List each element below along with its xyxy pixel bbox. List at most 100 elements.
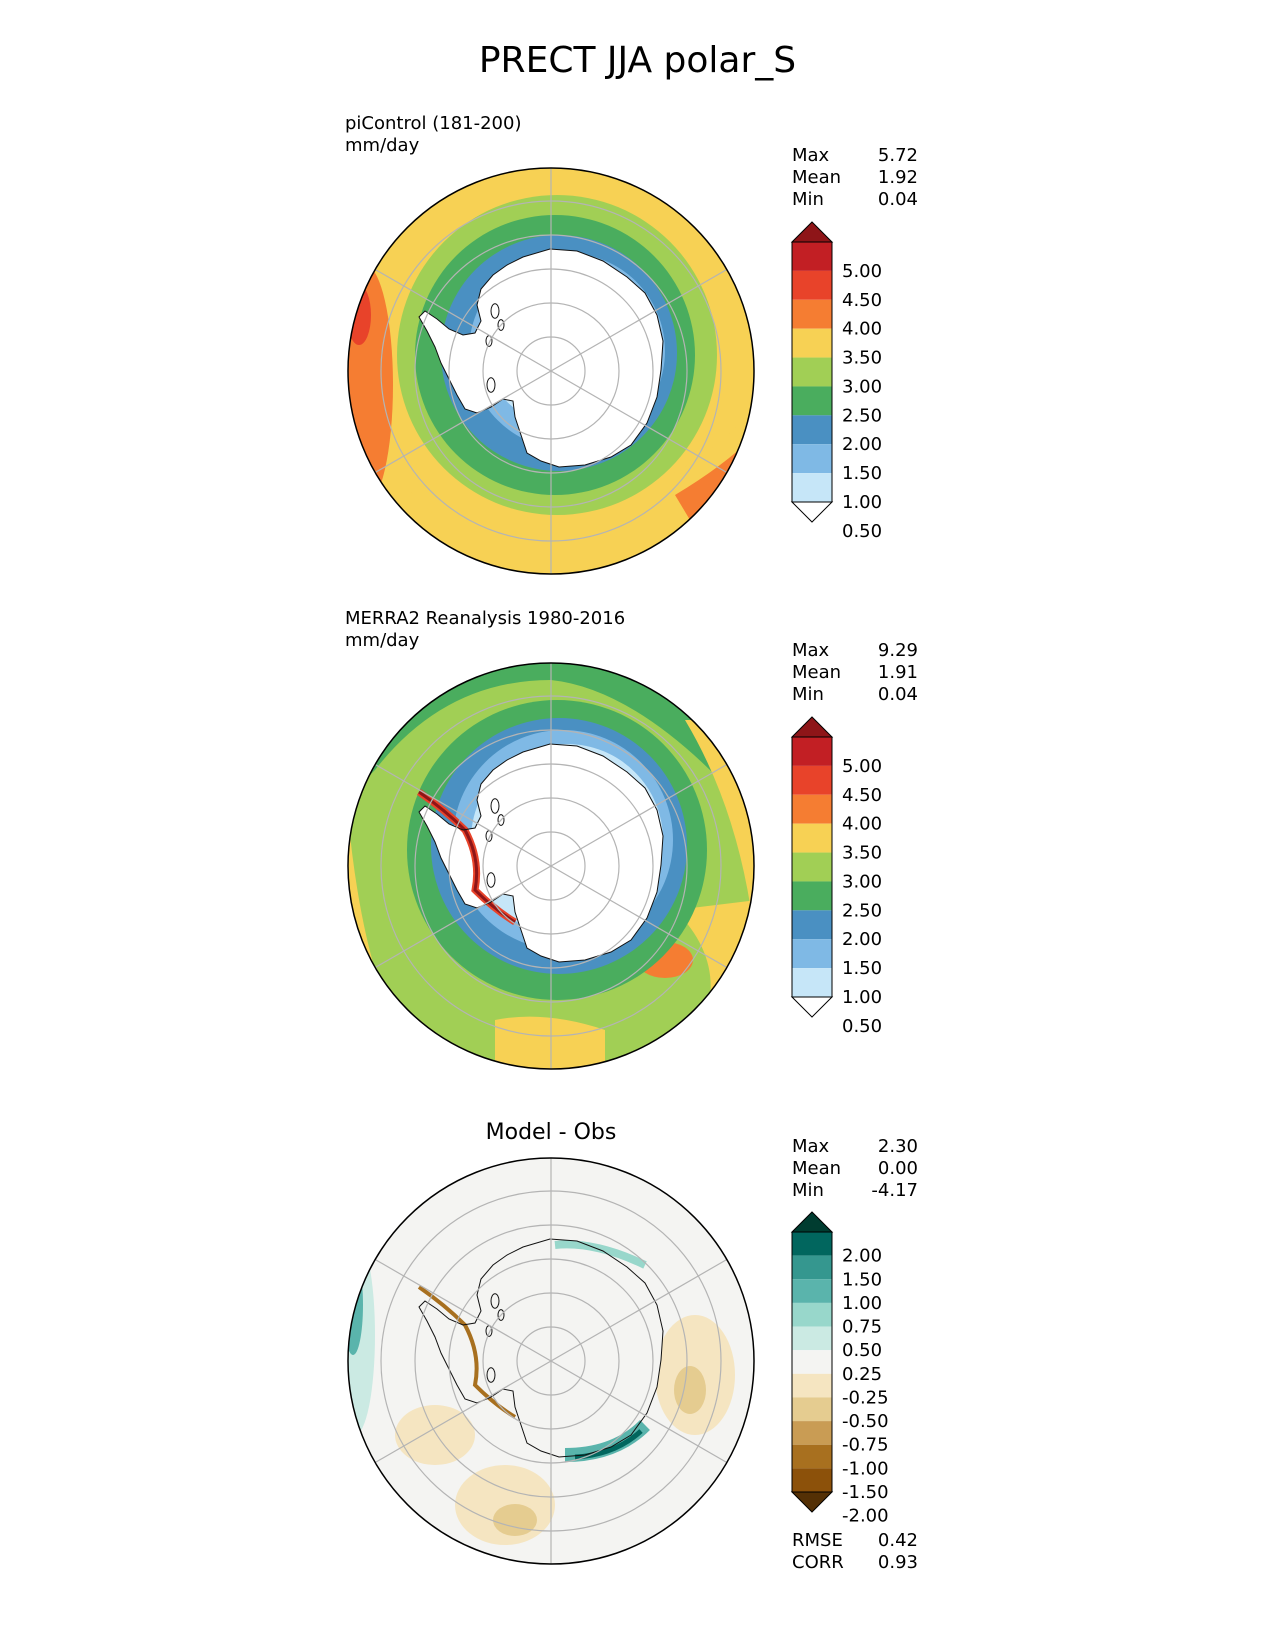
colorbar-tick-label: -0.25: [842, 1387, 889, 1408]
colorbar-tick-label: 2.00: [842, 929, 882, 950]
colorbar-segment: [792, 794, 832, 824]
colorbar-tick-label: 5.00: [842, 756, 882, 777]
colorbar-tick-label: 2.00: [842, 434, 882, 455]
stat-value: -4.17: [871, 1180, 918, 1201]
panel-ref-label: MERRA2 Reanalysis 1980-2016 mm/day: [345, 608, 625, 652]
island-outline: [497, 814, 505, 826]
panel-ref-name: MERRA2 Reanalysis 1980-2016: [345, 608, 626, 629]
colorbar-segment: [792, 1373, 832, 1398]
colorbar-segment: [792, 1421, 832, 1445]
colorbar-tick-label: -0.50: [842, 1411, 889, 1432]
colorbar-segment: [792, 823, 832, 853]
colorbar-tick-label: 4.00: [842, 319, 882, 340]
stat-name: Min: [792, 1180, 824, 1201]
island-outline: [490, 1293, 500, 1309]
colorbar-frame: [791, 736, 833, 998]
colorbar-test: 5.00 4.50 4.00 3.50 3.00 2.50 2.00 1.50 1.00 0.50: [790, 221, 882, 542]
colorbar-segment: [792, 1279, 832, 1303]
colorbar-segment: [792, 242, 832, 271]
metric-value: 0.42: [877, 1530, 918, 1551]
colorbar-tick-label: 0.50: [842, 1016, 882, 1037]
colorbar-segment: [792, 737, 832, 766]
island-outline: [486, 1367, 496, 1383]
field-fill: [348, 663, 754, 1069]
colorbar-tick-label: -1.00: [842, 1458, 889, 1479]
metric-name: RMSE: [792, 1530, 843, 1551]
panel-test-label: piControl (181-200) mm/day: [345, 113, 521, 157]
colorbar-tick-label: 1.00: [842, 1293, 882, 1314]
colorbar-segment: [792, 328, 832, 358]
colorbar-segment: [792, 357, 832, 387]
field-fill: [348, 1158, 754, 1564]
colorbar-tick-label: -0.75: [842, 1435, 889, 1456]
colorbar-tick-label: 0.50: [842, 1340, 882, 1361]
colorbar-segment: [792, 473, 832, 502]
colorbar-diff: 2.001.501.000.750.500.25-0.25-0.50-0.75-…: [790, 1211, 889, 1527]
map-boundary: [347, 662, 755, 1070]
panel-test-name: piControl (181-200): [345, 113, 522, 134]
colorbar-under-extend: [790, 996, 834, 1018]
colorbar-tick-label: 4.50: [842, 290, 882, 311]
island-outline: [490, 303, 500, 319]
colorbar-over-extend: [790, 716, 834, 738]
colorbar-tick-label: 2.50: [842, 405, 882, 426]
stat-name: Mean: [792, 662, 842, 683]
stat-value: 1.91: [877, 662, 918, 683]
stat-value: 0.04: [877, 684, 918, 705]
colorbar-tick-label: 1.50: [842, 463, 882, 484]
colorbar-segment: [792, 1350, 832, 1374]
colorbar-tick-label: 3.00: [842, 871, 882, 892]
colorbar-tick-label: 3.50: [842, 843, 882, 864]
stat-value: 0.04: [877, 189, 918, 210]
island-outline: [486, 872, 496, 888]
colorbar-under-extend: [790, 1491, 834, 1513]
panel-diff-title: Model - Obs: [485, 1120, 617, 1145]
graticule: [374, 168, 728, 574]
colorbar-segment: [792, 386, 832, 416]
panel-test-units: mm/day: [345, 135, 420, 156]
stat-value: 9.29: [877, 640, 918, 661]
colorbar-tick-label: 4.50: [842, 785, 882, 806]
colorbar-segment: [792, 1232, 832, 1256]
polar-map-ref: [347, 662, 755, 1070]
colorbar-segment: [792, 910, 832, 940]
island-outline: [486, 377, 496, 393]
colorbar-segment: [792, 939, 832, 969]
colorbar-tick-label: 2.50: [842, 900, 882, 921]
metric-value: 0.93: [877, 1552, 918, 1573]
colorbar-segment: [792, 444, 832, 474]
polar-map-test: [347, 167, 755, 575]
colorbar-tick-label: 0.25: [842, 1364, 882, 1385]
colorbar-segment: [792, 415, 832, 445]
stat-name: Min: [792, 189, 824, 210]
graticule: [374, 663, 728, 1069]
colorbar-tick-label: 2.00: [842, 1246, 882, 1267]
polar-map-diff: [347, 1157, 755, 1565]
colorbar-segment: [792, 270, 832, 300]
colorbar-over-extend: [790, 1211, 834, 1233]
colorbar-tick-label: 3.50: [842, 348, 882, 369]
stat-name: Min: [792, 684, 824, 705]
panel-ref-units: mm/day: [345, 630, 420, 651]
colorbar-segment: [792, 1468, 832, 1492]
colorbar-ref: 5.00 4.50 4.00 3.50 3.00 2.50 2.00 1.50 1.00 0.50: [790, 716, 882, 1037]
colorbar-tick-label: 1.50: [842, 958, 882, 979]
stat-name: Mean: [792, 167, 842, 188]
colorbar-segment: [792, 765, 832, 795]
stat-name: Max: [792, 640, 830, 661]
colorbar-tick-label: 5.00: [842, 261, 882, 282]
colorbar-under-extend: [790, 501, 834, 523]
island-outline: [497, 319, 505, 331]
colorbar-tick-label: -2.00: [842, 1506, 889, 1527]
colorbar-segment: [792, 881, 832, 911]
stat-name: Max: [792, 1136, 830, 1157]
metric-name: CORR: [792, 1552, 844, 1573]
colorbar-segment: [792, 1444, 832, 1469]
stat-value: 1.92: [877, 167, 918, 188]
figure-title: PRECT JJA polar_S: [478, 40, 797, 81]
island-outline: [497, 1309, 505, 1321]
colorbar-tick-label: 4.00: [842, 814, 882, 835]
map-boundary: [347, 167, 755, 575]
stat-value: 0.00: [877, 1158, 918, 1179]
colorbar-tick-label: -1.50: [842, 1482, 889, 1503]
